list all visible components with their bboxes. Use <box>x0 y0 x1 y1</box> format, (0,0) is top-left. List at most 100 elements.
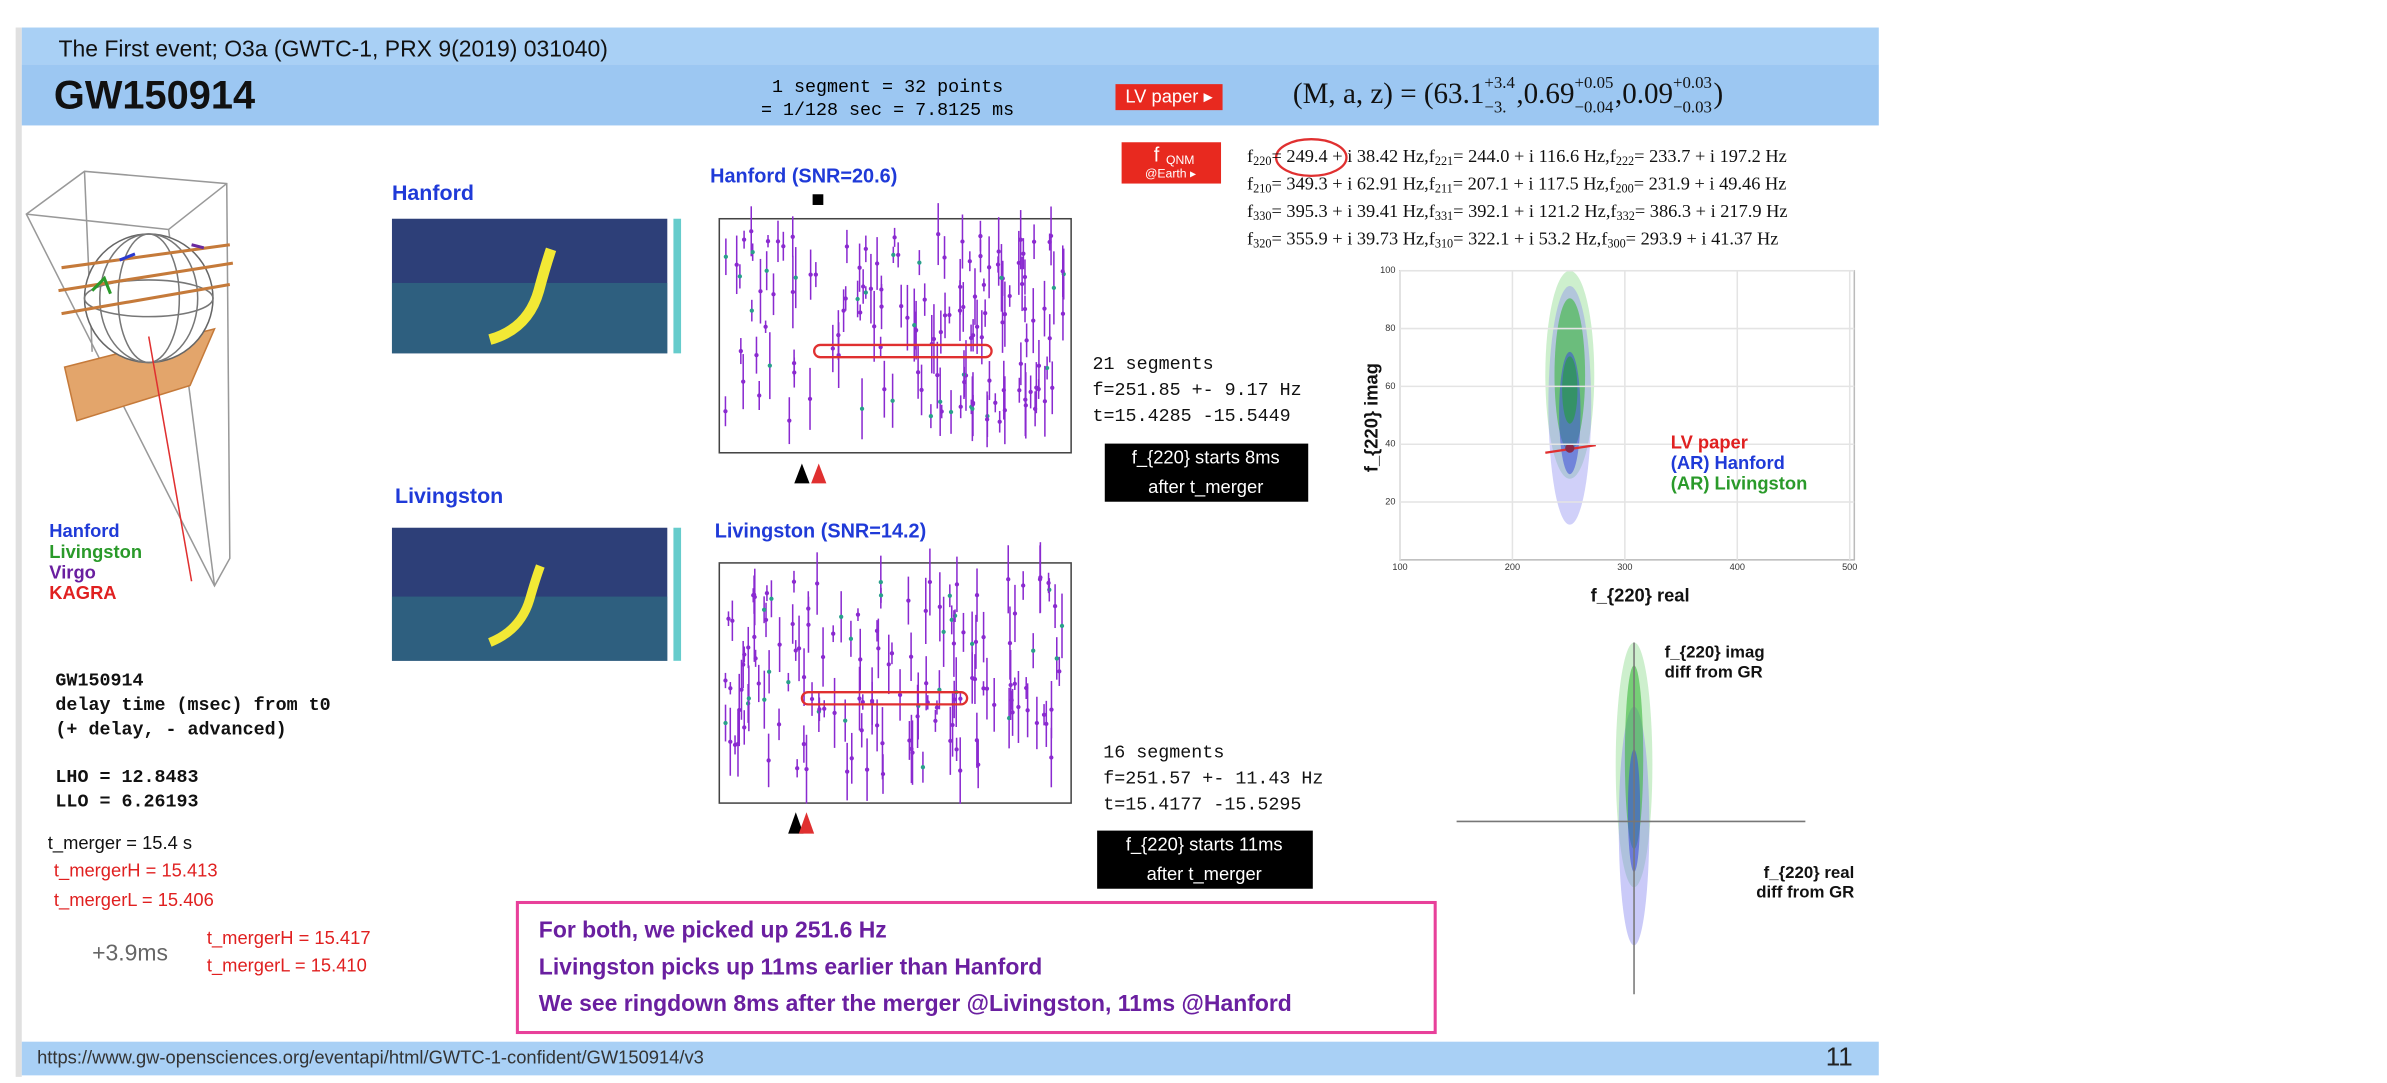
slide-part <box>16 28 22 1077</box>
y-tick-label: 20 <box>1385 496 1395 506</box>
text: f_{220} starts 11ms <box>1126 834 1283 856</box>
scatter-dot <box>794 275 798 279</box>
scatter-dot <box>915 714 919 718</box>
text: −0.03 <box>1673 97 1712 116</box>
text: 0.69 <box>1524 78 1575 110</box>
text[interactable]: LV paper ▸ <box>1125 86 1212 107</box>
scatter-dot <box>981 635 985 639</box>
scatter-dot <box>802 675 806 679</box>
scatter-dot <box>1025 708 1029 712</box>
scatter-dot <box>975 738 979 742</box>
scatter-dot <box>750 308 754 312</box>
scatter-dot <box>969 336 973 340</box>
scatter-dot <box>777 722 781 726</box>
scatter-dot <box>845 244 849 248</box>
scatter-dot <box>757 393 761 397</box>
text: diff from GR <box>1665 662 1763 681</box>
scatter-dot <box>1006 577 1010 581</box>
scatter-dot <box>1044 722 1048 726</box>
scatter-dot <box>850 756 854 760</box>
scatter-dot <box>736 742 740 746</box>
scatter-dot <box>978 234 982 238</box>
x-tick-label: 400 <box>1730 562 1745 572</box>
scatter-dot <box>1038 577 1042 581</box>
scatter-dot <box>797 646 801 650</box>
scatter-dot <box>776 239 780 243</box>
scatter-dot <box>804 767 808 771</box>
text: = 1/128 sec = 7.8125 ms <box>761 100 1014 121</box>
scatter-dot <box>792 580 796 584</box>
scatter-dot <box>1008 641 1012 645</box>
text: diff from GR <box>1756 883 1854 902</box>
scatter-dot <box>752 593 756 597</box>
scatter-dot <box>970 407 974 411</box>
text: Livingston <box>49 541 142 562</box>
scatter-dot <box>864 247 868 251</box>
scatter-dot <box>746 645 750 649</box>
text: 11 <box>1826 1041 1853 1071</box>
text: 222 <box>1616 154 1634 168</box>
scatter-dot <box>739 349 743 353</box>
text: https://www.gw-opensciences.org/eventapi… <box>37 1046 704 1067</box>
scatter-dot <box>1003 312 1007 316</box>
scatter-dot <box>961 630 965 634</box>
text: after t_merger <box>1147 863 1262 885</box>
scatter-dot <box>1029 390 1033 394</box>
text: 330 <box>1253 209 1271 223</box>
text: = 233.7 + i 197.2 Hz <box>1634 146 1787 166</box>
scatter-dot <box>875 261 879 265</box>
x-tick-label: 100 <box>1392 562 1407 572</box>
scatter-dot <box>909 747 913 751</box>
text: GW150914 <box>55 671 143 692</box>
text: Livingston picks up 11ms earlier than Ha… <box>539 953 1042 979</box>
scatter-dot <box>765 591 769 595</box>
scatter-dot <box>1037 364 1041 368</box>
text: 1 segment = 32 points <box>772 77 1003 98</box>
scatter-dot <box>890 651 894 655</box>
scatter-dot <box>890 399 894 403</box>
scatter-dot <box>879 593 883 597</box>
text: KAGRA <box>49 582 116 603</box>
scatter-dot <box>993 401 997 405</box>
scatter-dot <box>858 310 862 314</box>
text: t_mergerH = 15.417 <box>207 927 371 949</box>
scatter-dot <box>875 723 879 727</box>
scatter-dot <box>815 581 819 585</box>
scatter-dot <box>919 388 923 392</box>
scatter-dot <box>1060 624 1064 628</box>
text: , <box>1615 78 1622 110</box>
scatter-dot <box>997 249 1001 253</box>
hanford-spectrogram-part <box>673 219 681 354</box>
page: {"header":{"title":"The First event; O3a… <box>0 0 2387 1083</box>
scatter-dot <box>802 742 806 746</box>
scatter-dot <box>728 686 732 690</box>
y-tick-label: 100 <box>1380 265 1395 275</box>
text: 332 <box>1617 209 1635 223</box>
scatter-dot <box>881 772 885 776</box>
scatter-dot <box>955 582 959 586</box>
y-tick-label: 40 <box>1385 439 1395 449</box>
scatter-dot <box>1009 683 1013 687</box>
text: t_merger = 15.4 s <box>48 832 192 854</box>
scatter-dot <box>806 606 810 610</box>
scatter-dot <box>777 642 781 646</box>
text: 21 segments <box>1093 354 1214 375</box>
scatter-dot <box>1013 682 1017 686</box>
text: 16 segments <box>1103 742 1224 763</box>
hanford-plot <box>719 194 1071 483</box>
qnm-earth: @Earth ▸ <box>1145 167 1196 181</box>
qnm-sub: QNM <box>1166 153 1195 167</box>
scatter-dot <box>795 766 799 770</box>
text: +3.9ms <box>92 940 168 966</box>
scatter-dot <box>810 697 814 701</box>
scatter-dot <box>1046 581 1050 585</box>
text: Virgo <box>49 561 96 582</box>
scatter-dot <box>844 296 848 300</box>
scatter-dot <box>860 407 864 411</box>
scatter-dot <box>769 597 773 601</box>
scatter-dot <box>723 678 727 682</box>
scatter-dot <box>924 681 928 685</box>
scatter-dot <box>742 652 746 656</box>
scatter-dot <box>960 239 964 243</box>
